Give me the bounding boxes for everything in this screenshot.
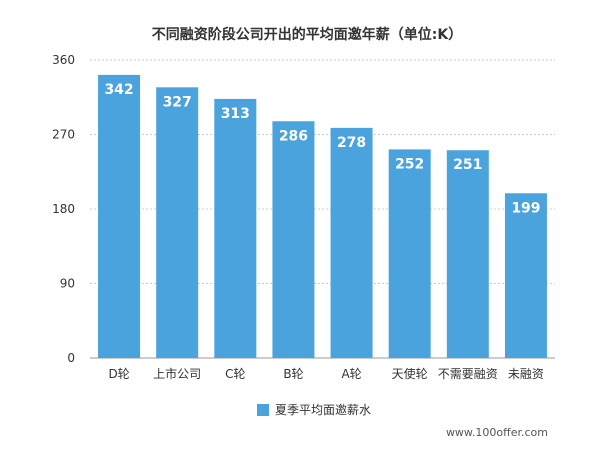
data-label: 199 [511,200,540,216]
bar [388,149,431,358]
x-axis-labels: D轮 上市公司 C轮 B轮 A轮 天使轮 不需要融资 未融资 [108,366,544,381]
y-tick-label: 360 [52,53,75,67]
legend: 夏季平均面邀薪水 [257,402,371,417]
y-tick-label: 180 [52,202,75,216]
data-label: 252 [395,156,424,172]
y-axis-ticks: 0 90 180 270 360 [52,53,75,365]
x-tick-label: D轮 [108,367,129,381]
bar [214,98,257,359]
chart-title: 不同融资阶段公司开出的平均面邀年薪（单位:K） [152,26,462,43]
data-label: 278 [337,135,366,151]
bar [98,74,141,359]
y-tick-label: 90 [60,277,75,291]
x-tick-label: C轮 [225,367,245,381]
x-tick-label: 不需要融资 [438,367,498,381]
x-tick-label: B轮 [283,367,303,381]
data-label: 286 [279,128,308,144]
source-text: www.100offer.com [446,426,548,439]
bar [504,193,547,358]
data-label: 313 [221,106,250,122]
data-label: 327 [163,94,192,110]
y-tick-label: 0 [67,351,75,365]
x-tick-label: A轮 [341,367,361,381]
data-label: 342 [104,82,133,98]
x-tick-label: 上市公司 [153,366,201,381]
bar [330,127,373,358]
legend-swatch [257,404,269,416]
x-tick-label: 天使轮 [392,366,428,381]
data-label: 251 [453,157,482,173]
legend-label: 夏季平均面邀薪水 [275,402,371,417]
x-tick-label: 未融资 [508,367,544,381]
bar [156,87,199,359]
y-tick-label: 270 [52,128,75,142]
bar [272,121,315,358]
bars: 342 327 313 286 278 252 251 199 [98,74,547,359]
bar [446,150,489,358]
